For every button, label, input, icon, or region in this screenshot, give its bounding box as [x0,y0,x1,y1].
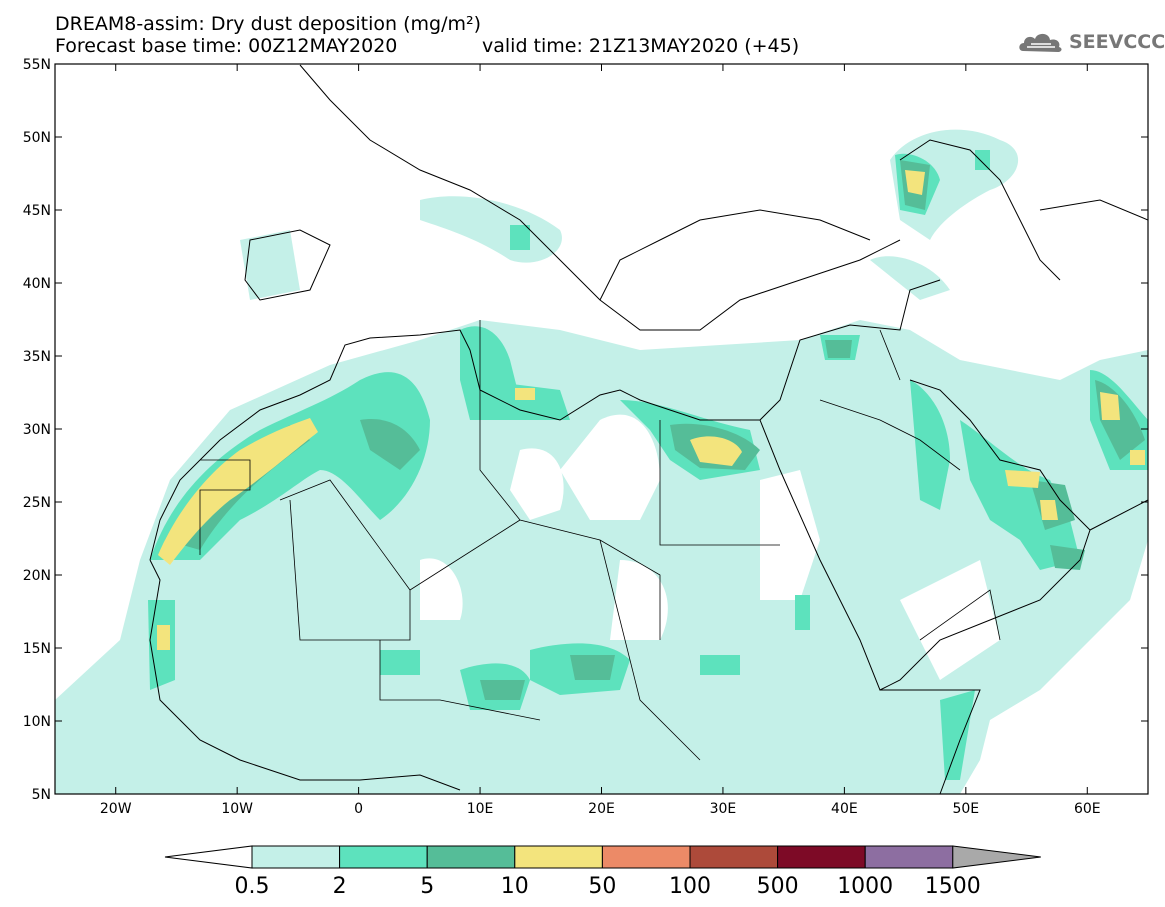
lon-tick-label: 60E [1074,801,1101,817]
logo-text: SEEVCCC [1069,31,1165,53]
colorbar-segment [339,845,428,869]
coastlines [149,64,1148,794]
latitude-axis: 55N 50N 45N 40N 35N 30N 25N 20N 15N 10N 5N [23,57,1148,803]
cloud-icon [1019,33,1062,52]
lon-tick-label: 30E [710,801,737,817]
map-title: DREAM8-assim: Dry dust deposition (mg/m²… [55,13,482,35]
lon-tick-label: 10E [467,801,494,817]
lat-tick-label: 55N [23,57,51,73]
lat-tick-label: 30N [23,422,51,438]
colorbar: 0.5 2 5 10 50 100 500 1000 1500 [164,845,1041,899]
colorbar-label: 50 [588,874,616,899]
lat-tick-label: 15N [23,641,51,657]
deposition-10-50 [157,170,1145,650]
lat-tick-label: 40N [23,276,51,292]
colorbar-overflow [952,845,1041,869]
lat-tick-label: 35N [23,349,51,365]
lon-tick-label: 20E [588,801,615,817]
colorbar-label: 2 [333,874,347,899]
forecast-base-time: Forecast base time: 00Z12MAY2020 [55,35,398,57]
colorbar-label: 0.5 [235,874,270,899]
lon-tick-label: 10W [221,801,253,817]
lat-tick-label: 20N [23,568,51,584]
colorbar-segment [864,845,954,869]
seevccc-logo: SEEVCCC [1017,28,1165,56]
colorbar-label: 1500 [925,874,981,899]
country-borders [199,320,1001,761]
colorbar-segment [426,845,516,869]
colorbar-underflow [164,845,253,869]
lat-tick-label: 10N [23,714,51,730]
valid-time: valid time: 21Z13MAY2020 (+45) [482,35,800,57]
lat-tick-label: 5N [32,787,51,803]
lon-tick-label: 40E [831,801,858,817]
lon-tick-label: 20W [100,801,132,817]
colorbar-label: 5 [420,874,434,899]
deposition-field [55,129,1148,794]
colorbar-label: 1000 [837,874,893,899]
longitude-axis: 20W 10W 0 10E 20E 30E 40E 50E 60E [100,64,1101,817]
lon-tick-label: 50E [952,801,979,817]
colorbar-segment [777,845,866,869]
colorbar-label: 10 [501,874,529,899]
colorbar-segment [514,845,603,869]
lat-tick-label: 25N [23,495,51,511]
lat-tick-label: 50N [23,130,51,146]
colorbar-segment [251,845,341,869]
no-deposition-areas [420,414,1000,680]
lat-tick-label: 45N [23,203,51,219]
lon-tick-label: 0 [354,801,363,817]
colorbar-segment [689,845,779,869]
colorbar-label: 100 [669,874,711,899]
colorbar-label: 500 [757,874,799,899]
colorbar-segment [601,845,691,869]
